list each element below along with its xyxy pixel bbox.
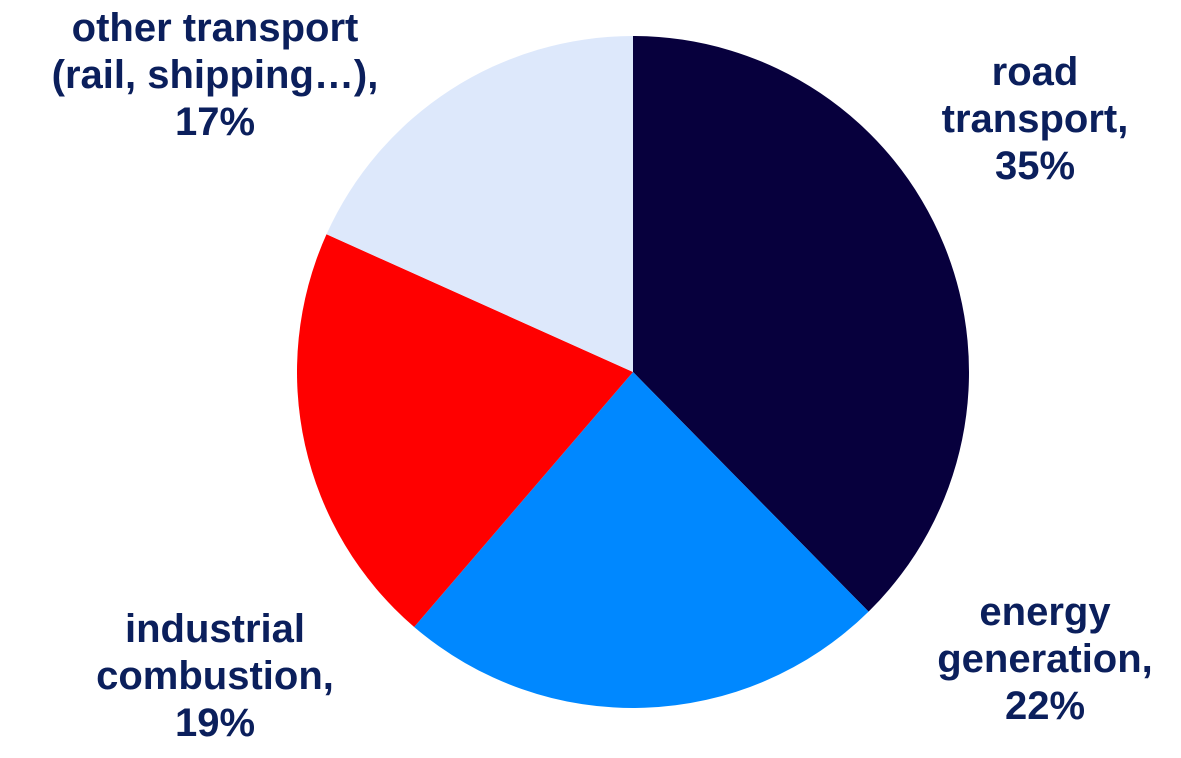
slice-label-energy-generation: energy generation, 22% bbox=[900, 589, 1181, 730]
slice-label-line: generation, bbox=[937, 637, 1153, 681]
slice-label-line: road bbox=[991, 50, 1079, 94]
slice-label-value: 17% bbox=[174, 100, 256, 144]
pie-slice-2 bbox=[296, 234, 633, 627]
slice-label-other-transport: other transport (rail, shipping…), 17% bbox=[0, 5, 430, 146]
slice-label-value: 22% bbox=[1004, 684, 1086, 728]
slice-label-industrial-combustion: industrial combustion, 19% bbox=[40, 606, 390, 747]
slice-label-line: other transport bbox=[71, 6, 359, 50]
slice-label-road-transport: road transport, 35% bbox=[905, 49, 1165, 190]
pie-slice-3 bbox=[326, 36, 633, 372]
slice-label-value: 35% bbox=[994, 144, 1076, 188]
slice-label-line: transport, bbox=[941, 97, 1129, 141]
slice-label-line: energy bbox=[979, 590, 1111, 634]
pie-slice-0 bbox=[633, 36, 970, 612]
slice-label-line: combustion, bbox=[96, 654, 334, 698]
pie-slice-1 bbox=[414, 372, 869, 708]
slice-label-line: industrial bbox=[124, 607, 306, 651]
pie-slices bbox=[296, 36, 970, 708]
slice-label-value: 19% bbox=[174, 701, 256, 745]
slice-label-line: (rail, shipping…), bbox=[51, 53, 379, 97]
